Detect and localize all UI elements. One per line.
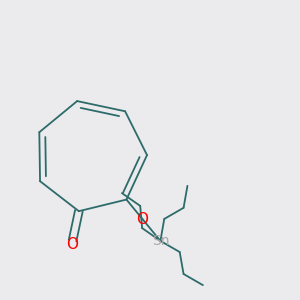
Text: O: O: [66, 237, 78, 252]
Text: Sn: Sn: [152, 234, 169, 248]
Text: O: O: [136, 212, 148, 226]
